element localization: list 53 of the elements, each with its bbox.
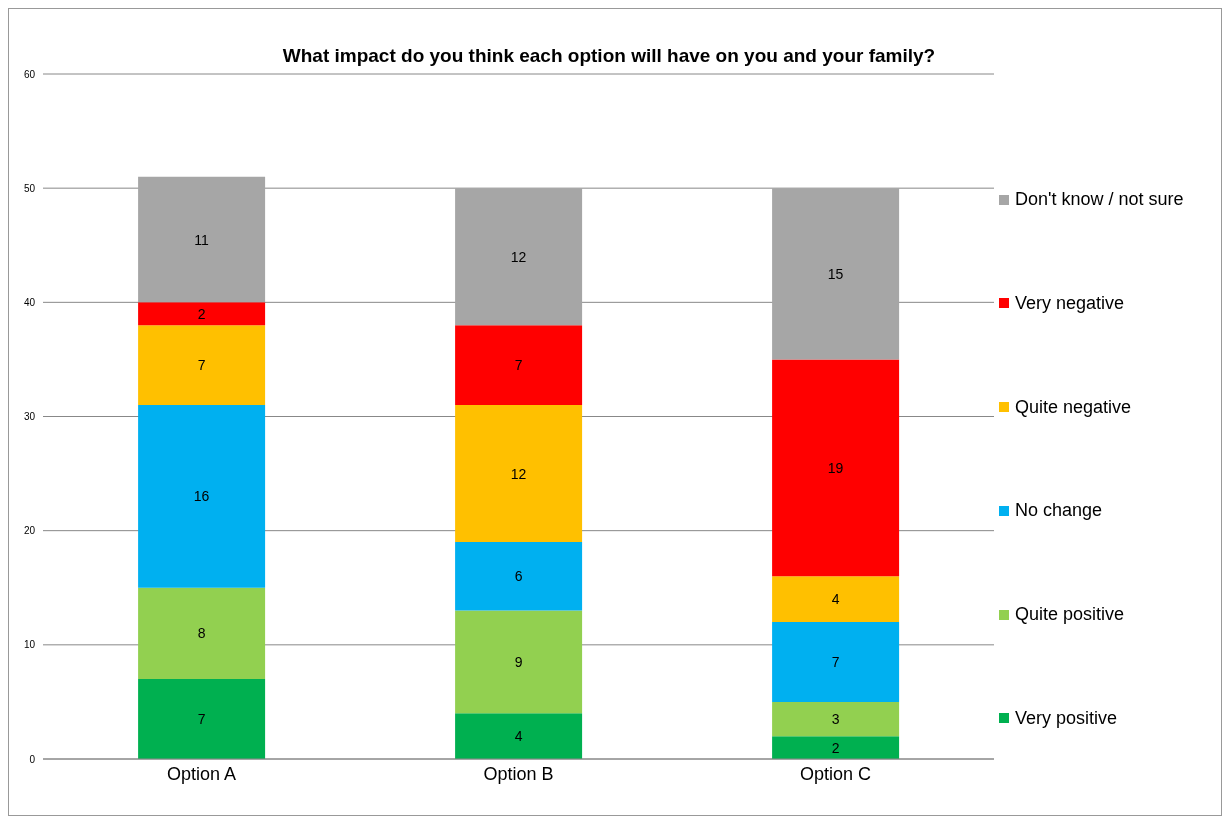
y-tick-label: 60 (23, 68, 36, 80)
y-tick-label: 10 (23, 639, 36, 651)
data-label: 16 (193, 488, 210, 505)
legend-label: Quite positive (1015, 604, 1125, 626)
data-label: 7 (197, 357, 206, 374)
data-label: 15 (827, 265, 844, 282)
data-label: 7 (831, 653, 840, 670)
bar (772, 188, 900, 360)
bar (138, 405, 266, 588)
bar (138, 679, 266, 759)
legend-label: Quite negative (1015, 396, 1132, 418)
x-tick-label: Option C (799, 763, 872, 784)
legend-label: Very positive (1015, 707, 1118, 729)
bar (772, 576, 900, 622)
bar (772, 736, 900, 759)
y-tick-label: 50 (23, 182, 36, 194)
data-label: 7 (197, 711, 206, 728)
bar (455, 713, 583, 759)
chart-title: What impact do you think each option will have on you and your family? (281, 45, 937, 67)
data-label: 11 (194, 231, 210, 248)
data-label: 3 (831, 711, 840, 728)
y-tick-label: 0 (29, 753, 36, 765)
bar (772, 701, 900, 737)
bar (455, 188, 583, 326)
bar (138, 325, 266, 406)
y-tick-label: 20 (23, 525, 36, 537)
y-tick-label: 30 (23, 411, 36, 423)
bar (455, 542, 583, 611)
bar (455, 405, 583, 543)
bar (772, 622, 900, 702)
legend-label: No change (1015, 500, 1103, 522)
legend-label: Don't know / not sure (1015, 189, 1184, 210)
data-label: 8 (197, 625, 206, 642)
data-label: 12 (510, 248, 527, 265)
data-label: 2 (831, 739, 840, 756)
bar (138, 587, 266, 680)
bar (772, 359, 900, 577)
bar (455, 325, 583, 406)
x-tick-label: Option A (166, 763, 237, 784)
data-label: 2 (197, 305, 206, 322)
data-label: 7 (514, 357, 523, 374)
bar (455, 610, 583, 714)
bar (138, 176, 266, 303)
data-label: 12 (510, 465, 527, 482)
data-label: 4 (514, 728, 523, 745)
data-label: 19 (827, 459, 844, 476)
y-tick-label: 40 (23, 296, 36, 308)
x-tick-label: Option B (483, 763, 554, 784)
bar (138, 302, 266, 326)
legend-label: Very negative (1015, 292, 1125, 314)
data-label: 4 (831, 591, 840, 608)
data-label: 6 (514, 568, 523, 585)
data-label: 9 (514, 653, 523, 670)
